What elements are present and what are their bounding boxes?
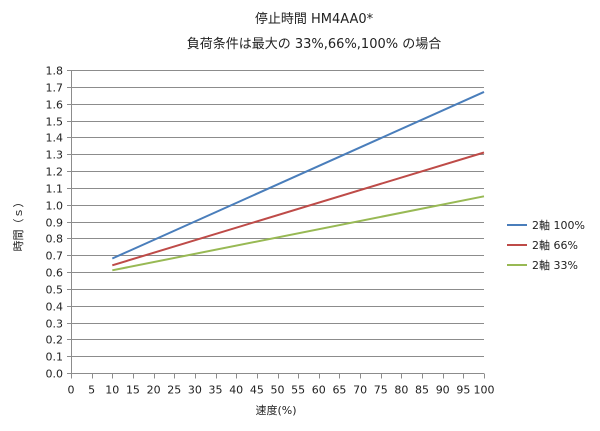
- y-tick-label: 0.5: [46, 284, 64, 297]
- legend-label: 2軸 33%: [532, 258, 578, 272]
- x-tick-label: 85: [415, 384, 429, 397]
- x-tick-label: 30: [188, 384, 202, 397]
- legend-label: 2軸 100%: [532, 218, 585, 232]
- y-tick-label: 0.3: [46, 318, 64, 331]
- x-tick-label: 40: [229, 384, 243, 397]
- legend-item-0: 2軸 100%: [507, 218, 585, 232]
- y-tick-label: 1.4: [46, 132, 64, 145]
- y-tick-label: 1.6: [46, 99, 64, 112]
- x-tick-label: 70: [353, 384, 367, 397]
- x-tick-label: 90: [436, 384, 450, 397]
- tick-labels: 0.0 0.1 0.2 0.3 0.4 0.5 0.6 0.7 0.8 0.9 1.0 1.1 1.2 1…: [46, 65, 495, 397]
- y-tick-label: 1.2: [46, 166, 64, 179]
- y-tick-label: 1.5: [46, 116, 64, 129]
- x-tick-label: 50: [271, 384, 285, 397]
- x-tick-label: 45: [250, 384, 264, 397]
- y-tick-label: 1.0: [46, 200, 64, 213]
- legend-item-2: 2軸 33%: [507, 258, 578, 272]
- y-tick-label: 1.8: [46, 65, 64, 78]
- y-tick-label: 0.8: [46, 233, 64, 246]
- y-tick-label: 1.3: [46, 149, 64, 162]
- y-tick-label: 1.1: [46, 183, 64, 196]
- legend-label: 2軸 66%: [532, 238, 578, 252]
- x-tick-label: 20: [147, 384, 161, 397]
- y-tick-label: 0.0: [46, 368, 64, 381]
- series-lines: [111, 90, 485, 272]
- x-tick-label: 100: [474, 384, 495, 397]
- x-tick-label: 25: [167, 384, 181, 397]
- y-axis-label: 時間（ｓ）: [12, 197, 25, 252]
- x-axis-label: 速度(%): [255, 403, 296, 417]
- legend-item-1: 2軸 66%: [507, 238, 578, 252]
- y-tick-label: 1.7: [46, 82, 64, 95]
- series-line-0: [111, 90, 485, 260]
- x-tick-label: 5: [88, 384, 95, 397]
- y-tick-label: 0.1: [46, 351, 64, 364]
- chart-title: 停止時間 HM4AA0*: [255, 11, 374, 27]
- axes: [67, 70, 485, 379]
- chart-subtitle: 負荷条件は最大の 33%,66%,100% の場合: [187, 36, 441, 52]
- y-tick-label: 0.4: [46, 301, 64, 314]
- x-tick-label: 60: [312, 384, 326, 397]
- gridlines: [71, 70, 484, 357]
- x-tick-label: 15: [126, 384, 140, 397]
- legend: 2軸 100% 2軸 66% 2軸 33%: [507, 218, 585, 272]
- y-tick-label: 0.6: [46, 267, 64, 280]
- x-tick-label: 65: [332, 384, 346, 397]
- x-tick-label: 35: [209, 384, 223, 397]
- series-line-1: [112, 151, 485, 267]
- x-tick-label: 75: [374, 384, 388, 397]
- x-tick-label: 95: [456, 384, 470, 397]
- y-tick-label: 0.2: [46, 334, 64, 347]
- y-tick-label: 0.7: [46, 250, 64, 263]
- series-line-2: [112, 195, 485, 272]
- x-tick-label: 80: [394, 384, 408, 397]
- x-tick-label: 55: [291, 384, 305, 397]
- x-tick-label: 0: [68, 384, 75, 397]
- x-tick-label: 10: [105, 384, 119, 397]
- y-tick-label: 0.9: [46, 217, 64, 230]
